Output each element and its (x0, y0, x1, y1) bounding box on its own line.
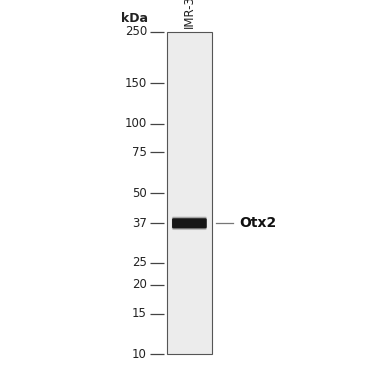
Text: 150: 150 (125, 76, 147, 90)
FancyBboxPatch shape (172, 217, 207, 229)
Text: 100: 100 (125, 117, 147, 130)
Text: IMR-32: IMR-32 (183, 0, 196, 28)
Bar (167, 32, 212, 354)
Text: 25: 25 (132, 256, 147, 269)
Text: 15: 15 (132, 307, 147, 320)
FancyBboxPatch shape (172, 216, 207, 230)
Text: 20: 20 (132, 278, 147, 291)
Text: kDa: kDa (122, 12, 148, 25)
FancyBboxPatch shape (172, 218, 207, 228)
Text: 75: 75 (132, 146, 147, 159)
Text: 250: 250 (125, 26, 147, 38)
Text: 37: 37 (132, 217, 147, 230)
FancyBboxPatch shape (172, 218, 206, 228)
Text: 50: 50 (132, 187, 147, 200)
Text: Otx2: Otx2 (239, 216, 276, 230)
Text: 10: 10 (132, 348, 147, 361)
